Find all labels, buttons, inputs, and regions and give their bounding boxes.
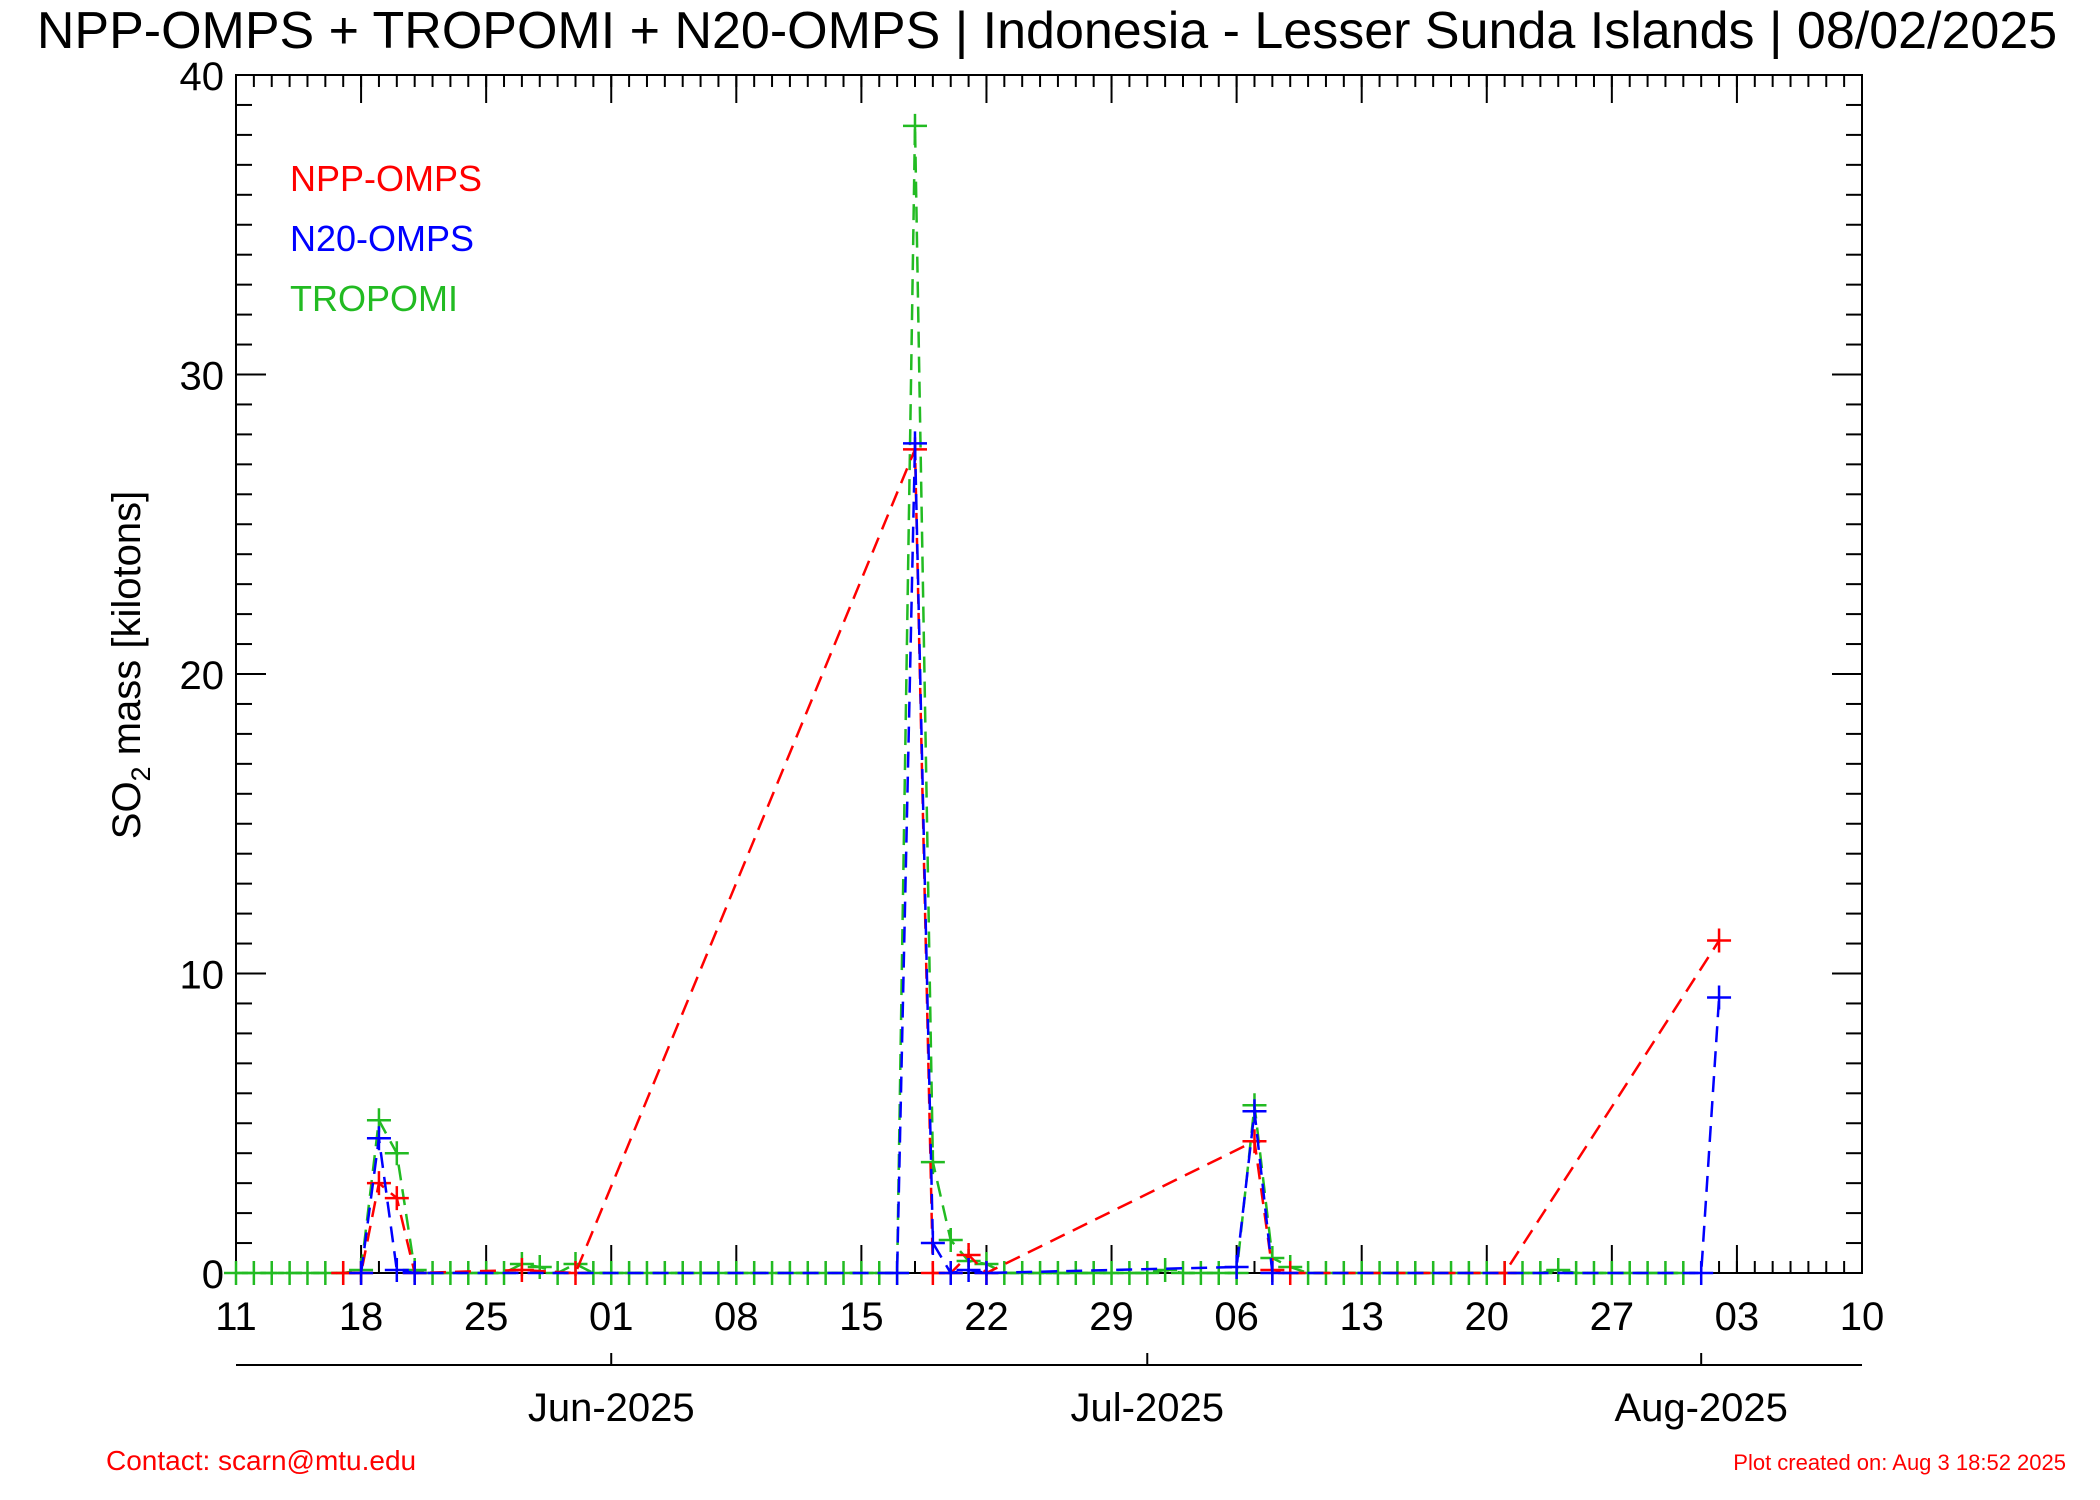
y-axis-label-subscript: 2 bbox=[126, 766, 156, 781]
data-point-marker bbox=[1135, 1261, 1160, 1285]
data-point-marker bbox=[956, 1258, 981, 1283]
x-day-tick-label: 08 bbox=[714, 1295, 759, 1339]
data-point-marker bbox=[974, 1261, 999, 1285]
x-day-tick-label: 15 bbox=[839, 1295, 884, 1339]
y-tick-label: 40 bbox=[180, 55, 225, 99]
legend-item-tropomi: TROPOMI bbox=[290, 278, 458, 319]
plot-frame bbox=[235, 74, 1863, 1366]
data-point-marker bbox=[1260, 1261, 1285, 1285]
series-npp-omps bbox=[331, 437, 1732, 1285]
data-point-marker bbox=[1546, 1258, 1571, 1283]
legend-item-n20-omps: N20-OMPS bbox=[290, 218, 474, 259]
x-month-tick-label: Jul-2025 bbox=[1071, 1386, 1224, 1430]
y-tick-label: 0 bbox=[202, 1253, 224, 1297]
data-point-marker bbox=[920, 1150, 945, 1175]
series-layer bbox=[224, 113, 1732, 1285]
series-line bbox=[359, 443, 1721, 1275]
legend-item-npp-omps: NPP-OMPS bbox=[290, 158, 482, 199]
data-point-marker bbox=[349, 1261, 374, 1285]
chart-title: NPP-OMPS + TROPOMI + N20-OMPS | Indonesi… bbox=[37, 2, 2057, 60]
data-point-marker bbox=[366, 1126, 391, 1151]
x-day-tick-label: 27 bbox=[1590, 1295, 1635, 1339]
data-point-marker bbox=[1707, 985, 1732, 1010]
data-point-marker bbox=[920, 1231, 945, 1256]
data-point-marker bbox=[366, 1171, 391, 1196]
data-point-marker bbox=[1242, 1099, 1267, 1124]
x-day-tick-label: 29 bbox=[1089, 1295, 1134, 1339]
data-point-marker bbox=[509, 1258, 534, 1283]
data-point-marker bbox=[384, 1186, 409, 1211]
y-axis-label-rest: mass [kilotons] bbox=[105, 491, 149, 767]
x-month-tick-label: Jun-2025 bbox=[528, 1386, 695, 1430]
axis-ticks: 0 10 20 30 40 11 18 25 01 08 15 22 29 06 13 20 27 03 10 Jun… bbox=[180, 55, 1885, 1430]
x-day-tick-label: 20 bbox=[1465, 1295, 1510, 1339]
y-axis-label: SO2 mass [kilotons] bbox=[105, 491, 156, 839]
data-point-marker bbox=[402, 1261, 427, 1285]
data-point-marker bbox=[1224, 1255, 1249, 1280]
x-day-tick-label: 18 bbox=[339, 1295, 384, 1339]
x-day-tick-label: 01 bbox=[589, 1295, 634, 1339]
x-day-tick-label: 22 bbox=[964, 1295, 1009, 1339]
data-point-marker bbox=[938, 1261, 963, 1285]
x-day-tick-label: 10 bbox=[1840, 1295, 1885, 1339]
x-day-tick-label: 13 bbox=[1339, 1295, 1384, 1339]
data-point-marker bbox=[527, 1255, 552, 1280]
data-point-marker bbox=[384, 1141, 409, 1166]
data-point-marker bbox=[1689, 1261, 1714, 1285]
x-day-tick-label: 06 bbox=[1214, 1295, 1259, 1339]
x-month-tick-label: Aug-2025 bbox=[1614, 1386, 1787, 1430]
y-tick-label: 20 bbox=[180, 654, 225, 698]
y-tick-label: 30 bbox=[180, 355, 225, 399]
series-line bbox=[343, 448, 1721, 1275]
y-axis-label-main: SO bbox=[105, 781, 149, 839]
data-point-marker bbox=[885, 1261, 910, 1285]
data-point-marker bbox=[902, 113, 927, 138]
plot-border bbox=[235, 74, 1863, 1274]
series-n20-omps bbox=[349, 431, 1732, 1285]
legend: NPP-OMPS N20-OMPS TROPOMI bbox=[290, 158, 482, 319]
data-point-marker bbox=[1707, 928, 1732, 953]
data-point-marker bbox=[1242, 1129, 1267, 1154]
data-point-marker bbox=[902, 431, 927, 456]
plot-created-footer: Plot created on: Aug 3 18:52 2025 bbox=[1733, 1450, 2066, 1475]
x-day-tick-label: 25 bbox=[464, 1295, 509, 1339]
y-tick-label: 10 bbox=[180, 954, 225, 998]
data-point-marker bbox=[938, 1228, 963, 1253]
data-point-marker bbox=[384, 1258, 409, 1283]
x-day-tick-label: 11 bbox=[215, 1295, 257, 1339]
x-day-tick-label: 03 bbox=[1715, 1295, 1760, 1339]
contact-footer: Contact: scarn@mtu.edu bbox=[106, 1445, 416, 1476]
